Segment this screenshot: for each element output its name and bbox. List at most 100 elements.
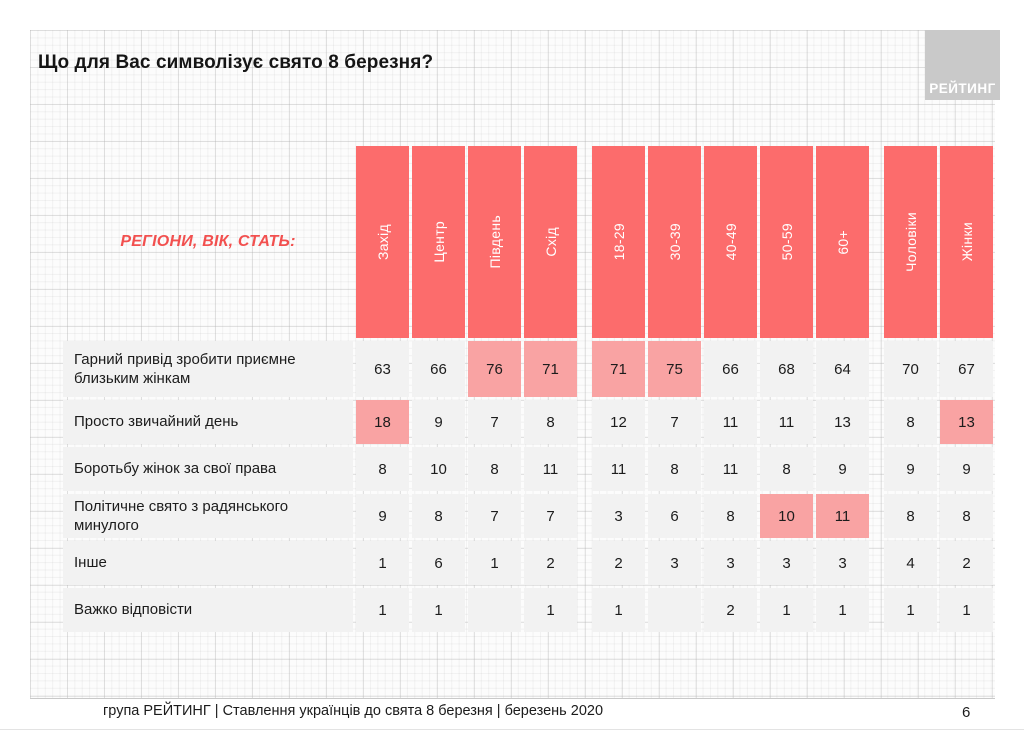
value-cell: 8	[760, 447, 813, 491]
survey-data-table: РЕГІОНИ, ВІК, СТАТЬ: Захід Центр Південь Схі…	[63, 146, 993, 632]
value-cell	[648, 588, 701, 632]
column-header-label: Схід	[542, 227, 559, 257]
column-header-40-49: 40-49	[704, 146, 757, 338]
value-cell: 70	[884, 341, 937, 397]
value-cell: 8	[524, 400, 577, 444]
value-cell: 3	[648, 541, 701, 585]
value-cell: 9	[412, 400, 465, 444]
row-label-text: Просто звичайний день	[74, 413, 239, 431]
value-cell: 6	[648, 494, 701, 538]
value-cell: 8	[704, 494, 757, 538]
value-cell: 11	[592, 447, 645, 491]
value-cell: 1	[468, 541, 521, 585]
row-label-6: Важко відповісти	[63, 588, 353, 632]
column-group-gap	[872, 494, 881, 538]
row-label-text: Інше	[74, 554, 107, 572]
column-group-gap	[872, 400, 881, 444]
table-axis-label: РЕГІОНИ, ВІК, СТАТЬ:	[63, 146, 353, 338]
column-header-label: Чоловіки	[902, 212, 919, 272]
value-cell: 1	[884, 588, 937, 632]
column-group-gap	[872, 588, 881, 632]
value-cell: 1	[816, 588, 869, 632]
column-header-Схід: Схід	[524, 146, 577, 338]
column-group-gap	[580, 400, 589, 444]
value-cell: 9	[356, 494, 409, 538]
value-cell: 7	[524, 494, 577, 538]
table-axis-label-text: РЕГІОНИ, ВІК, СТАТЬ:	[120, 233, 296, 250]
value-cell: 67	[940, 341, 993, 397]
column-header-18-29: 18-29	[592, 146, 645, 338]
value-cell: 7	[468, 400, 521, 444]
value-cell: 9	[884, 447, 937, 491]
column-group-gap	[580, 146, 589, 338]
page-number: 6	[962, 704, 971, 721]
value-cell: 10	[760, 494, 813, 538]
column-header-50-59: 50-59	[760, 146, 813, 338]
column-header-label: 40-49	[722, 223, 739, 261]
column-group-gap	[580, 588, 589, 632]
value-cell: 71	[592, 341, 645, 397]
column-header-label: Захід	[374, 223, 391, 261]
rating-group-logo: РЕЙТИНГ	[925, 30, 1000, 100]
value-cell: 1	[940, 588, 993, 632]
value-cell: 1	[412, 588, 465, 632]
row-label-1: Гарний привід зробити приємне близьким ж…	[63, 341, 353, 397]
column-header-Жінки: Жінки	[940, 146, 993, 338]
value-cell: 7	[468, 494, 521, 538]
column-group-gap	[872, 341, 881, 397]
value-cell: 2	[704, 588, 757, 632]
column-header-30-39: 30-39	[648, 146, 701, 338]
row-label-text: Боротьбу жінок за свої права	[74, 460, 277, 478]
value-cell: 2	[940, 541, 993, 585]
value-cell: 9	[940, 447, 993, 491]
column-group-gap	[580, 494, 589, 538]
value-cell: 1	[760, 588, 813, 632]
value-cell	[468, 588, 521, 632]
column-group-gap	[872, 541, 881, 585]
value-cell: 3	[816, 541, 869, 585]
value-cell: 11	[704, 447, 757, 491]
column-group-gap	[872, 146, 881, 338]
value-cell: 11	[524, 447, 577, 491]
column-header-label: Південь	[486, 215, 503, 269]
row-label-5: Інше	[63, 541, 353, 585]
value-cell: 11	[704, 400, 757, 444]
column-header-label: 60+	[834, 229, 851, 255]
column-header-Чоловіки: Чоловіки	[884, 146, 937, 338]
value-cell: 13	[816, 400, 869, 444]
column-header-label: Центр	[430, 221, 447, 263]
value-cell: 3	[704, 541, 757, 585]
value-cell: 75	[648, 341, 701, 397]
value-cell: 10	[412, 447, 465, 491]
row-label-4: Політичне свято з радянського минулого	[63, 494, 353, 538]
column-header-Центр: Центр	[412, 146, 465, 338]
value-cell: 11	[760, 400, 813, 444]
value-cell: 13	[940, 400, 993, 444]
value-cell: 3	[592, 494, 645, 538]
row-label-text: Гарний привід зробити приємне близьким ж…	[74, 350, 296, 388]
value-cell: 71	[524, 341, 577, 397]
slide-title: Що для Вас символізує свято 8 березня?	[38, 52, 434, 73]
value-cell: 11	[816, 494, 869, 538]
column-group-gap	[580, 447, 589, 491]
value-cell: 1	[356, 588, 409, 632]
value-cell: 8	[356, 447, 409, 491]
value-cell: 1	[524, 588, 577, 632]
value-cell: 7	[648, 400, 701, 444]
value-cell: 1	[592, 588, 645, 632]
column-header-label: Жінки	[958, 222, 975, 262]
rating-logo-text: РЕЙТИНГ	[929, 81, 996, 96]
column-group-gap	[872, 447, 881, 491]
value-cell: 63	[356, 341, 409, 397]
column-header-Захід: Захід	[356, 146, 409, 338]
value-cell: 4	[884, 541, 937, 585]
column-header-label: 30-39	[666, 223, 683, 261]
bottom-divider	[0, 729, 1024, 730]
value-cell: 3	[760, 541, 813, 585]
value-cell: 9	[816, 447, 869, 491]
row-label-2: Просто звичайний день	[63, 400, 353, 444]
slide-footer-text: група РЕЙТИНГ | Ставлення українців до с…	[103, 703, 604, 719]
column-header-label: 18-29	[610, 223, 627, 261]
value-cell: 8	[412, 494, 465, 538]
